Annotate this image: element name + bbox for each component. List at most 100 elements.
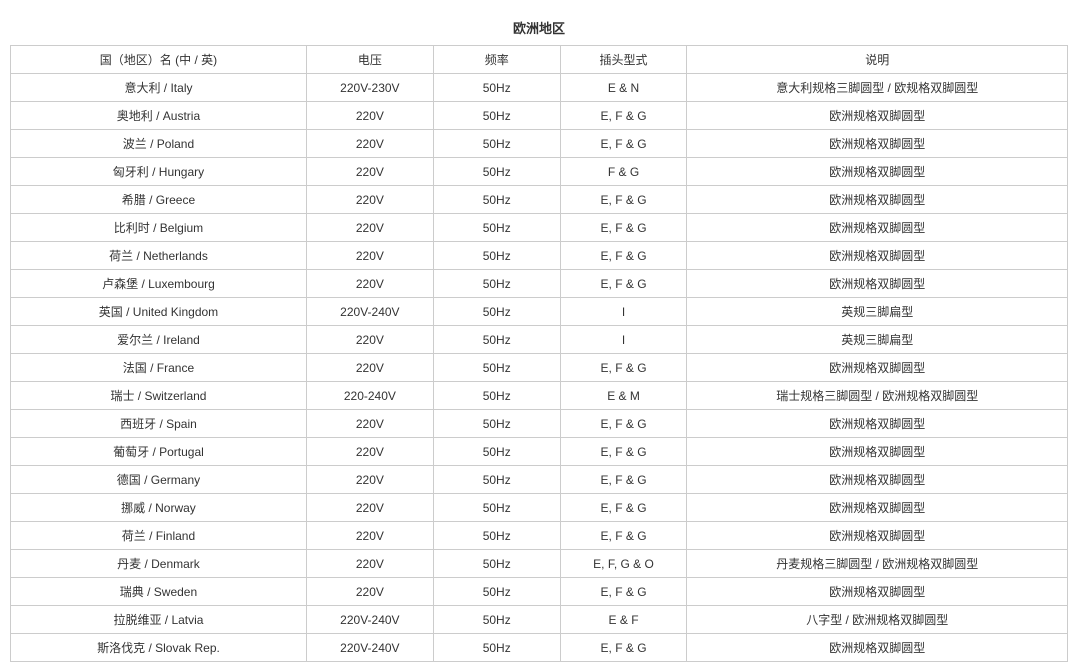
table-row: 拉脱维亚 / Latvia220V-240V50HzE & F八字型 / 欧洲规…	[11, 606, 1068, 634]
col-plugtype: 插头型式	[560, 46, 687, 74]
table-cell: 50Hz	[433, 214, 560, 242]
table-cell: 50Hz	[433, 270, 560, 298]
table-row: 瑞士 / Switzerland220-240V50HzE & M瑞士规格三脚圆…	[11, 382, 1068, 410]
table-cell: 斯洛伐克 / Slovak Rep.	[11, 634, 307, 662]
table-cell: 荷兰 / Finland	[11, 522, 307, 550]
table-cell: 220V	[306, 270, 433, 298]
table-cell: 欧洲规格双脚圆型	[687, 522, 1068, 550]
table-cell: 220V	[306, 186, 433, 214]
table-cell: 瑞士 / Switzerland	[11, 382, 307, 410]
table-cell: 220V	[306, 354, 433, 382]
table-cell: 欧洲规格双脚圆型	[687, 130, 1068, 158]
table-row: 法国 / France220V50HzE, F & G欧洲规格双脚圆型	[11, 354, 1068, 382]
table-cell: 50Hz	[433, 634, 560, 662]
table-cell: E, F & G	[560, 270, 687, 298]
table-cell: 欧洲规格双脚圆型	[687, 410, 1068, 438]
table-cell: 220V-240V	[306, 634, 433, 662]
table-cell: 意大利规格三脚圆型 / 欧规格双脚圆型	[687, 74, 1068, 102]
table-cell: 欧洲规格双脚圆型	[687, 270, 1068, 298]
table-cell: I	[560, 326, 687, 354]
table-cell: E & N	[560, 74, 687, 102]
table-row: 德国 / Germany220V50HzE, F & G欧洲规格双脚圆型	[11, 466, 1068, 494]
table-cell: 220V	[306, 326, 433, 354]
table-cell: 爱尔兰 / Ireland	[11, 326, 307, 354]
table-cell: 欧洲规格双脚圆型	[687, 578, 1068, 606]
table-row: 波兰 / Poland220V50HzE, F & G欧洲规格双脚圆型	[11, 130, 1068, 158]
table-row: 荷兰 / Netherlands220V50HzE, F & G欧洲规格双脚圆型	[11, 242, 1068, 270]
table-cell: 220V-240V	[306, 298, 433, 326]
table-cell: 220V-240V	[306, 606, 433, 634]
table-cell: 匈牙利 / Hungary	[11, 158, 307, 186]
table-cell: 希腊 / Greece	[11, 186, 307, 214]
table-row: 比利时 / Belgium220V50HzE, F & G欧洲规格双脚圆型	[11, 214, 1068, 242]
table-cell: 50Hz	[433, 298, 560, 326]
table-cell: 挪威 / Norway	[11, 494, 307, 522]
table-cell: 50Hz	[433, 242, 560, 270]
col-frequency: 频率	[433, 46, 560, 74]
table-cell: E, F & G	[560, 438, 687, 466]
voltage-table: 国（地区）名 (中 / 英) 电压 频率 插头型式 说明 意大利 / Italy…	[10, 45, 1068, 662]
table-cell: 220-240V	[306, 382, 433, 410]
table-row: 意大利 / Italy220V-230V50HzE & N意大利规格三脚圆型 /…	[11, 74, 1068, 102]
table-row: 瑞典 / Sweden220V50HzE, F & G欧洲规格双脚圆型	[11, 578, 1068, 606]
table-cell: E, F & G	[560, 102, 687, 130]
table-cell: 50Hz	[433, 102, 560, 130]
table-cell: 英国 / United Kingdom	[11, 298, 307, 326]
table-cell: 50Hz	[433, 606, 560, 634]
table-cell: 波兰 / Poland	[11, 130, 307, 158]
table-cell: 欧洲规格双脚圆型	[687, 158, 1068, 186]
col-note: 说明	[687, 46, 1068, 74]
table-cell: 瑞典 / Sweden	[11, 578, 307, 606]
table-cell: E, F & G	[560, 354, 687, 382]
table-cell: 220V	[306, 130, 433, 158]
table-cell: 50Hz	[433, 410, 560, 438]
table-cell: 欧洲规格双脚圆型	[687, 466, 1068, 494]
table-cell: 西班牙 / Spain	[11, 410, 307, 438]
table-cell: 欧洲规格双脚圆型	[687, 242, 1068, 270]
table-cell: E, F & G	[560, 522, 687, 550]
table-cell: 意大利 / Italy	[11, 74, 307, 102]
table-cell: 50Hz	[433, 74, 560, 102]
table-cell: 220V	[306, 550, 433, 578]
table-cell: E, F & G	[560, 410, 687, 438]
table-cell: 欧洲规格双脚圆型	[687, 634, 1068, 662]
table-cell: 220V	[306, 522, 433, 550]
table-cell: 220V	[306, 158, 433, 186]
table-cell: 拉脱维亚 / Latvia	[11, 606, 307, 634]
table-cell: 50Hz	[433, 438, 560, 466]
table-cell: E, F & G	[560, 186, 687, 214]
table-cell: E, F & G	[560, 578, 687, 606]
table-cell: E & M	[560, 382, 687, 410]
table-cell: E, F & G	[560, 130, 687, 158]
table-cell: 丹麦 / Denmark	[11, 550, 307, 578]
table-cell: 220V	[306, 466, 433, 494]
table-cell: 欧洲规格双脚圆型	[687, 438, 1068, 466]
table-row: 西班牙 / Spain220V50HzE, F & G欧洲规格双脚圆型	[11, 410, 1068, 438]
table-cell: 欧洲规格双脚圆型	[687, 494, 1068, 522]
table-cell: E & F	[560, 606, 687, 634]
table-cell: 50Hz	[433, 382, 560, 410]
table-cell: 50Hz	[433, 522, 560, 550]
table-cell: 英规三脚扁型	[687, 326, 1068, 354]
table-cell: 欧洲规格双脚圆型	[687, 354, 1068, 382]
region-title: 欧洲地区	[10, 10, 1068, 45]
table-row: 斯洛伐克 / Slovak Rep.220V-240V50HzE, F & G欧…	[11, 634, 1068, 662]
table-row: 匈牙利 / Hungary220V50HzF & G欧洲规格双脚圆型	[11, 158, 1068, 186]
table-cell: 220V	[306, 438, 433, 466]
table-cell: E, F & G	[560, 242, 687, 270]
table-row: 爱尔兰 / Ireland220V50HzI英规三脚扁型	[11, 326, 1068, 354]
table-cell: I	[560, 298, 687, 326]
table-cell: 50Hz	[433, 130, 560, 158]
table-cell: F & G	[560, 158, 687, 186]
table-header-row: 国（地区）名 (中 / 英) 电压 频率 插头型式 说明	[11, 46, 1068, 74]
table-cell: 220V	[306, 494, 433, 522]
table-cell: 50Hz	[433, 550, 560, 578]
table-row: 英国 / United Kingdom220V-240V50HzI英规三脚扁型	[11, 298, 1068, 326]
table-cell: 欧洲规格双脚圆型	[687, 102, 1068, 130]
table-cell: 法国 / France	[11, 354, 307, 382]
table-cell: 欧洲规格双脚圆型	[687, 186, 1068, 214]
table-cell: 卢森堡 / Luxembourg	[11, 270, 307, 298]
table-row: 卢森堡 / Luxembourg220V50HzE, F & G欧洲规格双脚圆型	[11, 270, 1068, 298]
table-cell: 50Hz	[433, 494, 560, 522]
table-cell: 220V	[306, 242, 433, 270]
